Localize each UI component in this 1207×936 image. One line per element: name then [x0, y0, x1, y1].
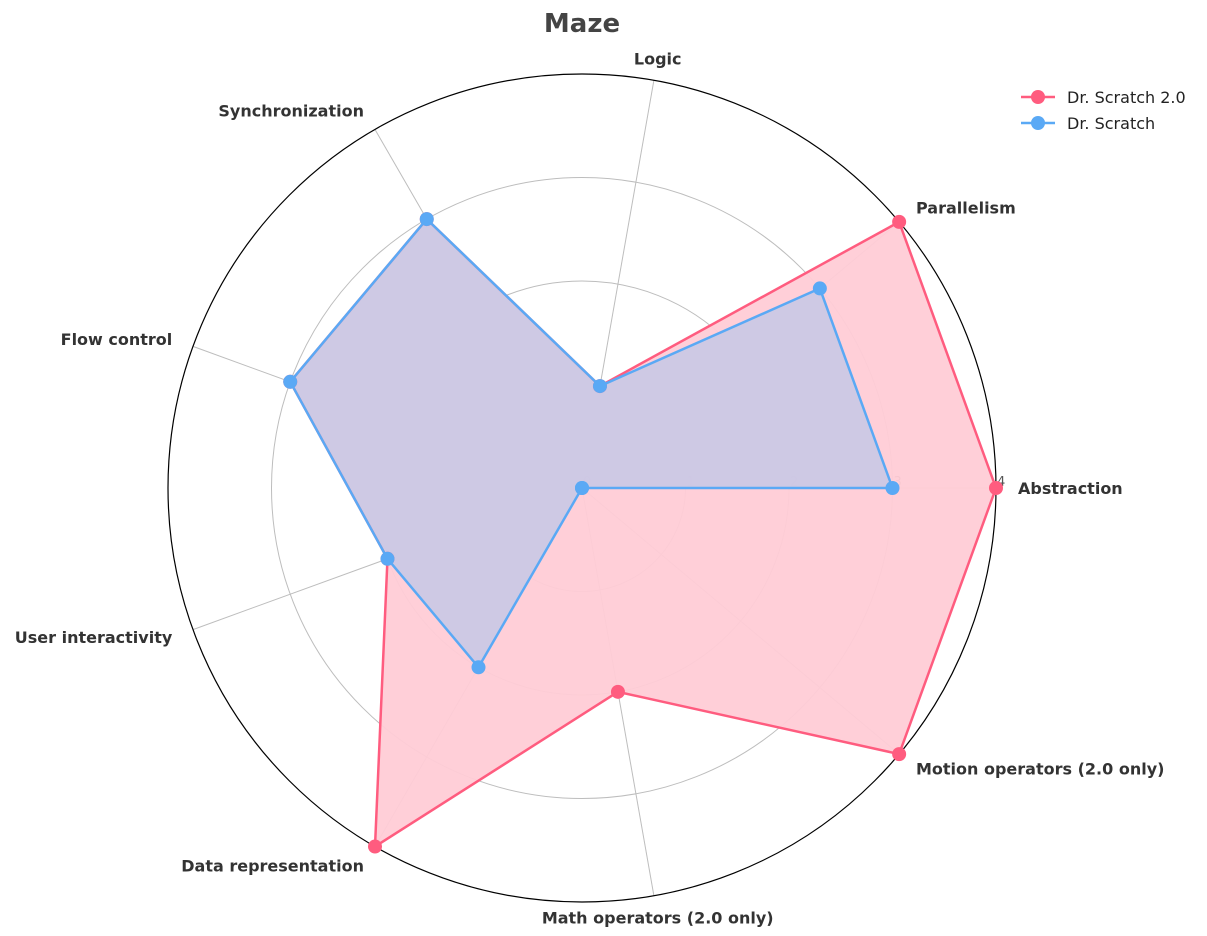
series-area — [290, 219, 893, 668]
data-point — [283, 374, 298, 389]
axis-label: User interactivity — [15, 628, 173, 647]
data-point — [989, 481, 1003, 495]
chart-title: Maze — [544, 9, 620, 39]
axis-label: Logic — [634, 50, 682, 69]
data-point — [419, 212, 434, 227]
data-point — [380, 551, 395, 566]
data-point — [892, 214, 907, 229]
data-point — [471, 660, 486, 675]
data-point — [592, 379, 607, 394]
legend-label: Dr. Scratch — [1067, 114, 1155, 133]
data-point — [610, 684, 625, 699]
axis-label: Flow control — [61, 330, 173, 349]
data-point — [892, 747, 907, 762]
axis-label: Data representation — [181, 857, 364, 876]
legend-marker — [1031, 90, 1045, 104]
legend-label: Dr. Scratch 2.0 — [1067, 88, 1186, 107]
series-layer — [283, 212, 1003, 854]
legend-marker — [1031, 116, 1045, 130]
axis-label: Parallelism — [916, 199, 1016, 218]
axis-label: Motion operators (2.0 only) — [916, 759, 1164, 778]
data-point — [885, 481, 900, 495]
data-point — [368, 839, 382, 854]
data-point — [812, 281, 827, 296]
axis-label: Synchronization — [218, 101, 364, 120]
axis-labels: Abstraction Parallelism Logic Synchronizati… — [15, 50, 1165, 928]
r-tick-label: 4 — [997, 475, 1005, 490]
axis-label: Math operators (2.0 only) — [542, 908, 774, 927]
legend: Dr. Scratch 2.0 Dr. Scratch — [1021, 88, 1186, 133]
axis-label: Abstraction — [1018, 479, 1123, 498]
data-point — [575, 481, 589, 495]
